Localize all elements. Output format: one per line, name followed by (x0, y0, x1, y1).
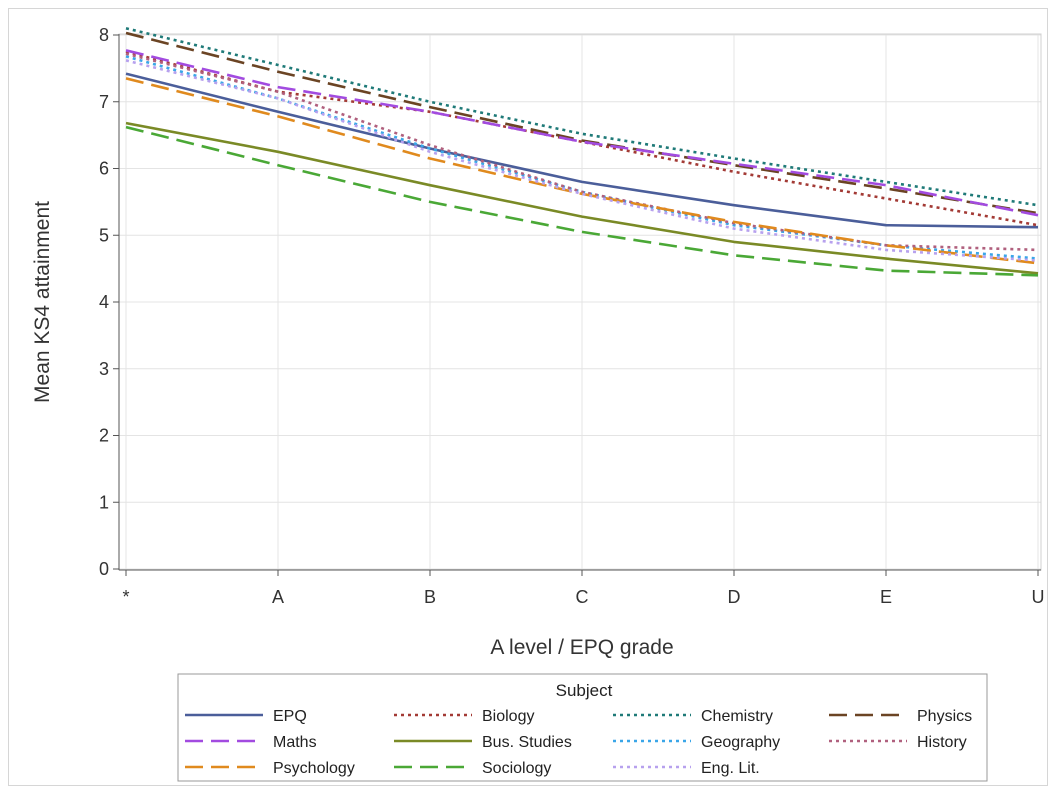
x-tick-label: D (728, 587, 741, 607)
chart-frame: 0 1 2 3 4 5 6 7 8 * A B C D E U Mean KS4 attainment A … (8, 8, 1048, 786)
series-line-chemistry (125, 27, 1039, 207)
y-tick-label: 5 (99, 225, 109, 245)
legend-title: Subject (556, 681, 613, 700)
legend-entry-maths: Maths (185, 734, 317, 751)
x-tick-label: E (880, 587, 892, 607)
legend-label: Physics (917, 708, 972, 725)
legend-entry-physics: Physics (829, 708, 972, 725)
y-axis: 0 1 2 3 4 5 6 7 8 (99, 25, 120, 579)
series-line-maths (125, 49, 1039, 217)
x-axis-title: A level / EPQ grade (490, 636, 673, 659)
legend-entry-epq: EPQ (185, 708, 307, 725)
series-line-epq (125, 72, 1039, 229)
grid-lines (119, 34, 1041, 570)
legend-label: Eng. Lit. (701, 760, 760, 777)
series-line-physics (125, 31, 1039, 215)
series-line-history (125, 52, 1039, 252)
legend-entry-history: History (829, 734, 967, 751)
legend: Subject EPQ Biology Chemistry Physics Maths B… (177, 673, 988, 782)
legend-entry-geography: Geography (613, 734, 780, 751)
legend-entry-chemistry: Chemistry (613, 708, 773, 725)
line-chart: 0 1 2 3 4 5 6 7 8 * A B C D E U Mean KS4 attainment A … (31, 25, 1045, 782)
y-axis-title: Mean KS4 attainment (31, 201, 54, 403)
legend-box (177, 673, 988, 782)
series-line-psychology (125, 77, 1039, 265)
legend-label: Maths (273, 734, 317, 751)
x-axis: * A B C D E U (119, 569, 1045, 607)
series-line-bus-studies (125, 121, 1039, 275)
y-tick-label: 2 (99, 426, 109, 446)
legend-label: History (917, 734, 967, 751)
legend-entries: EPQ Biology Chemistry Physics Maths Bus. Stud… (185, 708, 972, 777)
legend-label: Psychology (273, 760, 355, 777)
y-tick-label: 7 (99, 92, 109, 112)
y-tick-label: 3 (99, 359, 109, 379)
y-tick-label: 4 (99, 292, 109, 312)
legend-entry-bus-studies: Bus. Studies (394, 734, 572, 751)
legend-entry-biology: Biology (394, 708, 534, 725)
y-tick-label: 1 (99, 492, 109, 512)
series-line-eng-lit (125, 59, 1039, 262)
legend-label: Biology (482, 708, 534, 725)
legend-entry-eng-lit: Eng. Lit. (613, 760, 760, 777)
x-tick-label: B (424, 587, 436, 607)
y-tick-label: 8 (99, 25, 109, 45)
x-tick-label: C (576, 587, 589, 607)
y-tick-label: 0 (99, 559, 109, 579)
legend-label: Bus. Studies (482, 734, 572, 751)
series-lines (125, 27, 1039, 277)
y-tick-label: 6 (99, 159, 109, 179)
legend-label: Sociology (482, 760, 551, 777)
legend-label: Chemistry (701, 708, 773, 725)
legend-label: Geography (701, 734, 780, 751)
x-tick-label: A (272, 587, 284, 607)
x-tick-label: U (1032, 587, 1045, 607)
legend-entry-psychology: Psychology (185, 760, 355, 777)
legend-label: EPQ (273, 708, 307, 725)
series-line-sociology (125, 125, 1039, 277)
x-tick-label: * (122, 587, 129, 607)
legend-entry-sociology: Sociology (394, 760, 551, 777)
